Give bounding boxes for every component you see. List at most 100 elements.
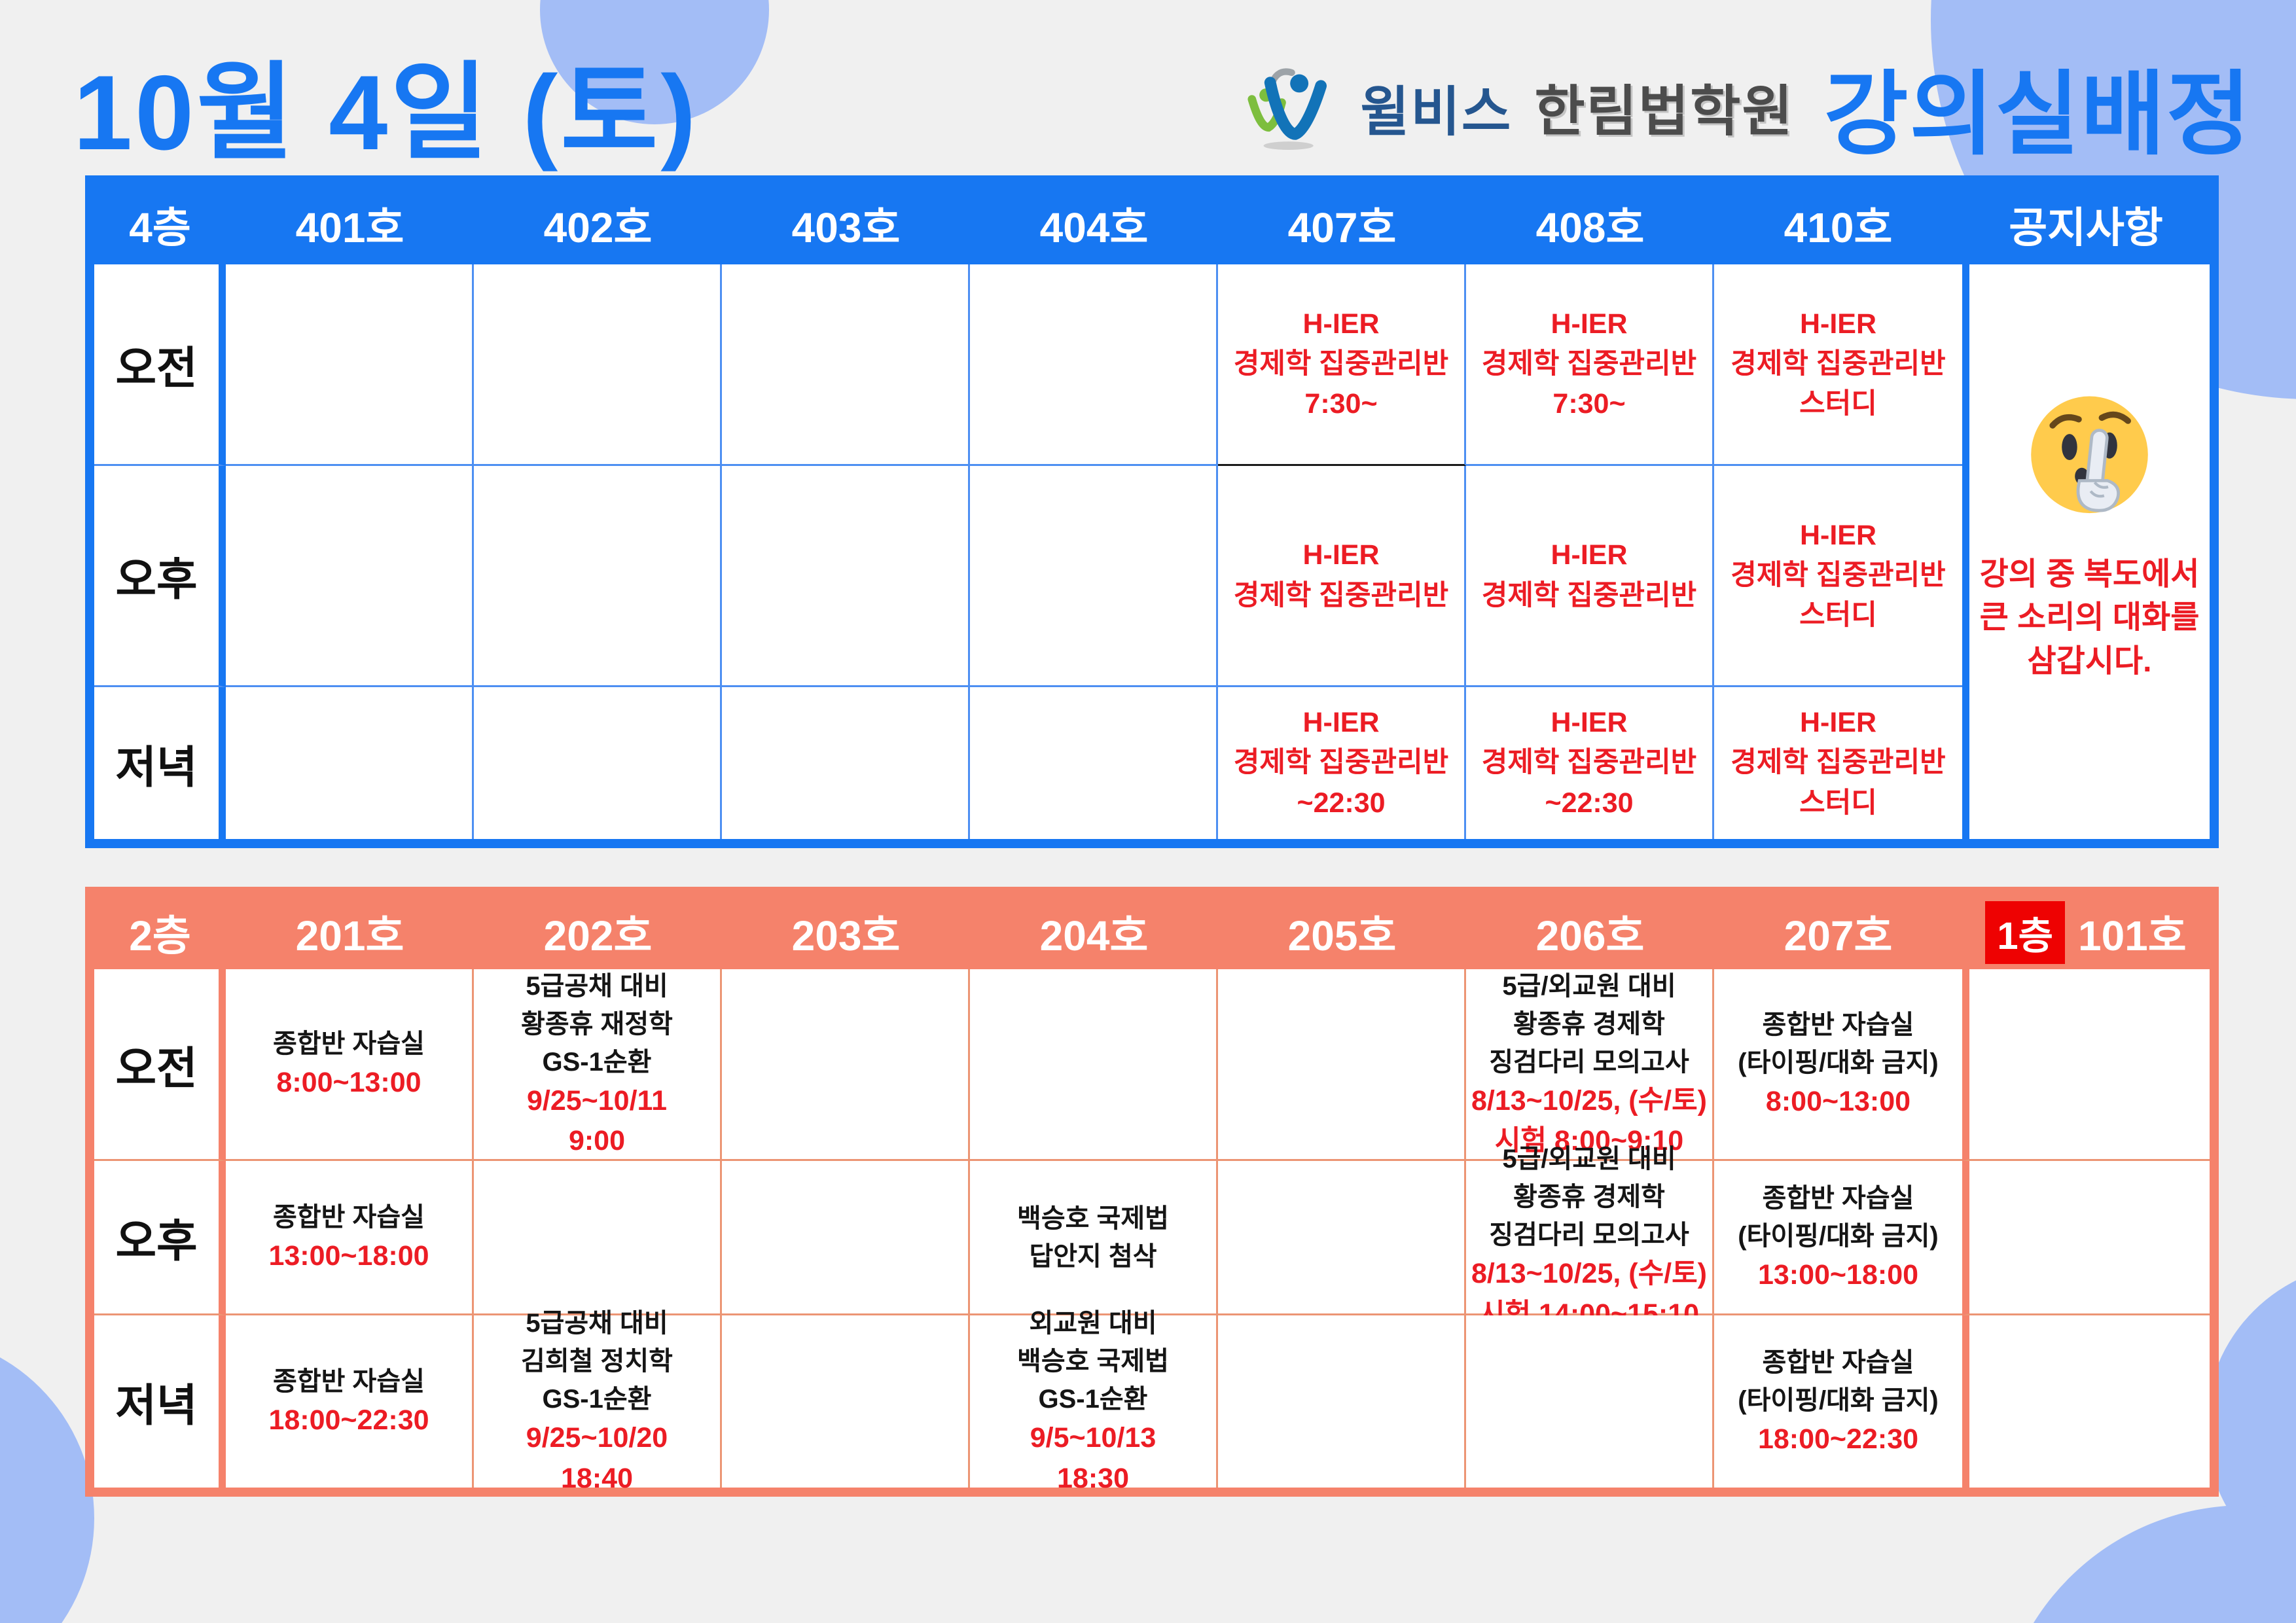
row-label-오후: 오후 <box>94 1161 226 1315</box>
cell-line-red: H-IER <box>1302 707 1380 739</box>
cell-line-red: 시험 8:00~9:10 <box>1494 1125 1684 1156</box>
cell-line-red: 스터디 <box>1799 599 1877 632</box>
cell-207호-오후: 종합반 자습실 (타이핑/대화 금지) 13:00~18:00 <box>1714 1161 1962 1315</box>
cell-401호-저녁 <box>226 687 474 839</box>
row-label-오전: 오전 <box>94 969 226 1161</box>
floor4-label: 4층 <box>94 185 226 264</box>
notice-header: 공지사항 <box>1962 185 2210 264</box>
cell-line-red: 8:00~13:00 <box>1765 1086 1911 1118</box>
cell-line-red: 9/5~10/13 <box>1030 1422 1157 1454</box>
decor-circle-bottom-right <box>1996 1505 2296 1623</box>
cell-line-black: 5급공채 대비 <box>526 971 668 1001</box>
cell-403호-오후 <box>722 466 970 687</box>
floor2-table: 2층 201호 202호 203호 204호 205호 206호 207호 1층… <box>85 887 2219 1497</box>
cell-404호-저녁 <box>970 687 1218 839</box>
cell-line-black: 김희철 정치학 <box>521 1347 673 1376</box>
cell-line-black: 종합반 자습실 <box>1762 1010 1914 1040</box>
cell-207호-오전: 종합반 자습실 (타이핑/대화 금지) 8:00~13:00 <box>1714 969 1962 1161</box>
row-label-오후: 오후 <box>94 466 226 687</box>
row-label-저녁: 저녁 <box>94 687 226 839</box>
cell-line-black: 종합반 자습실 <box>273 1202 425 1232</box>
cell-line-red: 8/13~10/25, (수/토) <box>1471 1084 1707 1116</box>
cell-206호-오전: 5급/외교원 대비 황종휴 경제학 징검다리 모의고사 8/13~10/25, (수/… <box>1466 969 1714 1161</box>
cell-line-black: (타이핑/대화 금지) <box>1738 1221 1939 1251</box>
brand-academy: 한림법학원 <box>1534 80 1794 142</box>
cell-line-black: 황종휴 경제학 <box>1513 1009 1665 1039</box>
cell-line-red: 경제학 집중관리반 <box>1233 579 1449 611</box>
cell-line-black: 징검다리 모의고사 <box>1489 1221 1689 1250</box>
cell-408호-저녁: H-IER 경제학 집중관리반 ~22:30 <box>1466 687 1714 839</box>
cell-line-black: 징검다리 모의고사 <box>1489 1047 1689 1077</box>
row-label-저녁: 저녁 <box>94 1315 226 1488</box>
room-header-407: 407호 <box>1218 185 1466 264</box>
cell-404호-오전 <box>970 264 1218 466</box>
notice-cell: 강의 중 복도에서 큰 소리의 대화를 삼갑시다. <box>1962 264 2210 839</box>
room-header-202: 202호 <box>474 896 722 969</box>
cell-line-red: 8/13~10/25, (수/토) <box>1471 1258 1707 1290</box>
cell-401호-오전 <box>226 264 474 466</box>
cell-line-red: 경제학 집중관리반 <box>1731 747 1946 779</box>
cell-line-red: 13:00~18:00 <box>1757 1258 1919 1291</box>
cell-line-red: 18:40 <box>561 1462 633 1494</box>
cell-line-black: (타이핑/대화 금지) <box>1738 1385 1939 1415</box>
brand-name: 윌비스 <box>1360 82 1513 142</box>
cell-410호-저녁: H-IER 경제학 집중관리반 스터디 <box>1714 687 1962 839</box>
room-header-203: 203호 <box>722 896 970 969</box>
room-header-410: 410호 <box>1714 185 1962 264</box>
cell-101호-오후 <box>1962 1161 2210 1315</box>
cell-101호-오전 <box>1962 969 2210 1161</box>
cell-line-black: GS-1순환 <box>542 1047 652 1077</box>
cell-line-black: GS-1순환 <box>1038 1385 1148 1414</box>
cell-line-black: GS-1순환 <box>542 1385 652 1414</box>
room-header-206: 206호 <box>1466 896 1714 969</box>
room-header-205: 205호 <box>1218 896 1466 969</box>
cell-line-red: H-IER <box>1302 539 1380 571</box>
cell-101호-저녁 <box>1962 1315 2210 1488</box>
cell-205호-오전 <box>1218 969 1466 1161</box>
cell-404호-오후 <box>970 466 1218 687</box>
cell-407호-오후: H-IER 경제학 집중관리반 <box>1218 466 1466 687</box>
cell-line-red: H-IER <box>1799 308 1877 340</box>
cell-line-red: H-IER <box>1551 308 1628 340</box>
cell-line-red: 스터디 <box>1799 388 1877 420</box>
cell-line-black: 종합반 자습실 <box>273 1366 425 1396</box>
cell-line-red: 경제학 집중관리반 <box>1731 559 1946 591</box>
cell-line-red: ~22:30 <box>1545 787 1634 819</box>
cell-205호-오후 <box>1218 1161 1466 1315</box>
cell-line-black: 5급/외교원 대비 <box>1502 1145 1676 1174</box>
cell-line-red: 경제학 집중관리반 <box>1233 348 1449 380</box>
room-header-403: 403호 <box>722 185 970 264</box>
room-header-408: 408호 <box>1466 185 1714 264</box>
room-header-201: 201호 <box>226 896 474 969</box>
cell-line-red: H-IER <box>1799 707 1877 739</box>
cell-206호-저녁 <box>1466 1315 1714 1488</box>
cell-line-red: H-IER <box>1551 707 1628 739</box>
cell-line-red: 경제학 집중관리반 <box>1481 348 1697 380</box>
brand-subtitle: 강의실배정 <box>1823 63 2252 166</box>
cell-403호-저녁 <box>722 687 970 839</box>
cell-201호-오전: 종합반 자습실 8:00~13:00 <box>226 969 474 1161</box>
cell-line-red: 경제학 집중관리반 <box>1481 747 1697 779</box>
wilbis-people-logo-icon <box>1247 68 1327 150</box>
cell-204호-오후: 백승호 국제법 답안지 첨삭 <box>970 1161 1218 1315</box>
cell-201호-저녁: 종합반 자습실 18:00~22:30 <box>226 1315 474 1488</box>
cell-403호-오전 <box>722 264 970 466</box>
cell-line-red: 13:00~18:00 <box>268 1240 429 1272</box>
cell-line-red: 8:00~13:00 <box>276 1067 422 1099</box>
cell-line-red: 18:30 <box>1057 1462 1129 1494</box>
floor1-header: 1층 101호 <box>1962 896 2210 969</box>
cell-line-red: 9:00 <box>568 1125 626 1156</box>
cell-line-red: 경제학 집중관리반 <box>1481 579 1697 611</box>
cell-407호-저녁: H-IER 경제학 집중관리반 ~22:30 <box>1218 687 1466 839</box>
cell-line-black: 5급공채 대비 <box>526 1309 668 1338</box>
cell-line-black: 외교원 대비 <box>1029 1309 1157 1338</box>
cell-line-black: 황종휴 경제학 <box>1513 1183 1665 1212</box>
cell-line-black: 백승호 국제법 <box>1017 1347 1169 1376</box>
cell-407호-오전: H-IER 경제학 집중관리반 7:30~ <box>1218 264 1466 466</box>
cell-line-red: 7:30~ <box>1304 388 1378 420</box>
cell-line-black: 백승호 국제법 <box>1017 1204 1169 1233</box>
cell-202호-오전: 5급공채 대비 황종휴 재정학 GS-1순환 9/25~10/11 9:00 <box>474 969 722 1161</box>
cell-line-red: H-IER <box>1551 539 1628 571</box>
cell-line-red: 경제학 집중관리반 <box>1233 747 1449 779</box>
